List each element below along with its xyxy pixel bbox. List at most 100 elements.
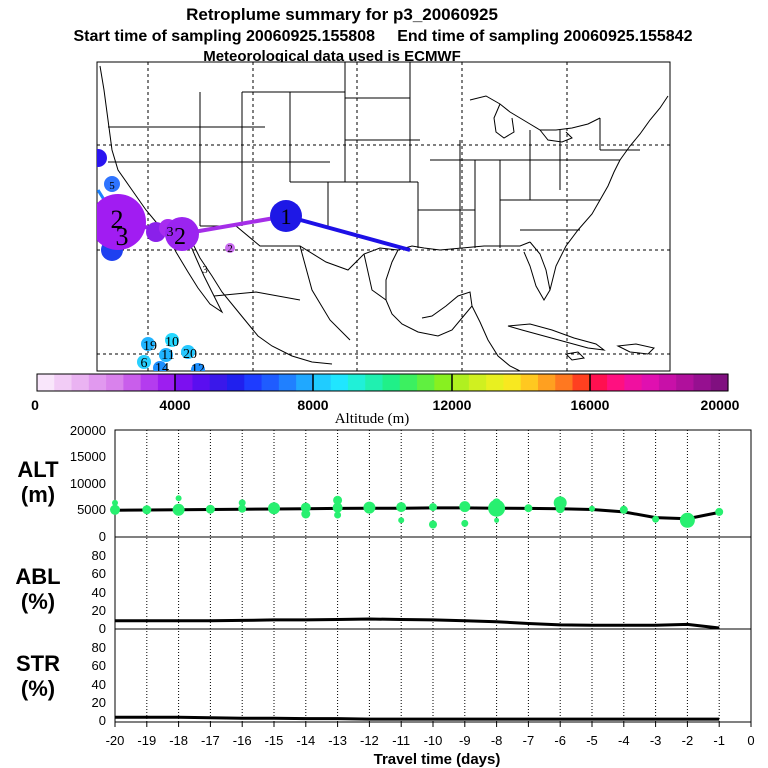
x-tick-label: -12 <box>360 733 379 748</box>
str-panel: STR (%) 80 60 40 20 0 <box>16 640 720 728</box>
colorbar-cell <box>313 374 332 391</box>
plume-label: 5 <box>109 180 115 192</box>
alt-point <box>334 511 342 519</box>
plume-marker <box>97 149 107 167</box>
plume-label: 1 <box>281 204 292 229</box>
plume-path-1 <box>285 214 411 252</box>
plume-marker <box>165 333 179 347</box>
colorbar-cell <box>71 374 90 391</box>
alt-point <box>398 517 405 524</box>
alt-point <box>333 495 343 505</box>
str-tick-label: 60 <box>92 658 106 673</box>
abl-line <box>115 617 720 630</box>
x-tick-label: -10 <box>424 733 443 748</box>
abl-tick-label: 40 <box>92 585 106 600</box>
colorbar-cell <box>192 374 211 391</box>
plume-marker <box>165 217 199 251</box>
abl-panel: ABL (%) 80 60 40 20 0 <box>15 548 720 636</box>
colorbar-cell <box>468 374 487 391</box>
plume-label: 12 <box>191 362 205 377</box>
alt-point <box>715 507 724 516</box>
colorbar-cell <box>296 374 315 391</box>
colorbar-cell <box>37 374 55 391</box>
abl-plot <box>115 617 720 630</box>
sampling-times: Start time of sampling 20060925.155808 E… <box>74 28 693 45</box>
panels-frame <box>114 429 752 723</box>
colorbar-cell <box>451 374 470 391</box>
map-state-borders <box>108 62 640 341</box>
alt-point <box>112 499 118 506</box>
alt-point <box>268 502 280 515</box>
alt-tick-label: 15000 <box>70 449 106 464</box>
plume-label: 2 <box>227 243 233 255</box>
abl-tick-label: 60 <box>92 566 106 581</box>
colorbar-cell <box>209 374 228 391</box>
x-tick-label: -15 <box>265 733 284 748</box>
colorbar-title: Altitude (m) <box>335 411 410 427</box>
colorbar-cell <box>503 374 522 391</box>
plume-label: 3 <box>202 264 208 276</box>
alt-point <box>494 517 500 523</box>
str-tick-label: 80 <box>92 640 106 655</box>
colorbar-tick-label: 16000 <box>571 397 610 413</box>
plume-label: 14 <box>155 361 169 376</box>
colorbar-cell <box>710 374 729 391</box>
abl-ylabel-units: (%) <box>21 589 55 614</box>
colorbar-tick-label: 8000 <box>297 397 328 413</box>
alt-ylabel-units: (m) <box>21 482 55 507</box>
colorbar-cell <box>555 374 574 391</box>
x-tick-label: -13 <box>328 733 347 748</box>
plume-markers <box>97 149 302 371</box>
colorbar-cell <box>365 374 384 391</box>
abl-tick-label: 0 <box>99 621 106 636</box>
x-tick-label: -19 <box>137 733 156 748</box>
str-plot <box>115 715 720 721</box>
time-xaxis: -20 -19 -18 -17 -16 -15 -14 -13 -12 -11 -10 -9 -8 -7-… <box>106 722 755 748</box>
str-yaxis: 80 60 40 20 0 <box>92 640 106 728</box>
alt-point <box>205 504 215 514</box>
colorbar-cell <box>347 374 366 391</box>
x-tick-label: -11 <box>392 733 410 748</box>
plume-marker <box>191 363 205 371</box>
alt-point <box>524 504 533 513</box>
alt-point <box>553 496 567 510</box>
plume-label: 11 <box>161 348 174 363</box>
str-tick-label: 20 <box>92 695 106 710</box>
alt-median-line <box>114 506 720 521</box>
xaxis-title: Travel time (days) <box>374 751 501 768</box>
colorbar-tick-label: 0 <box>31 397 39 413</box>
timeseries-panels: ALT (m) 20000 15000 10000 5000 0 ABL (%)… <box>15 423 754 768</box>
colorbar-cell <box>693 374 712 391</box>
map-body: 1 2 3 2 3 2 3 5 6 19 10 11 20 14 12 <box>97 62 670 377</box>
alt-point <box>396 502 407 513</box>
plume-label: 2 <box>174 224 186 250</box>
colorbar-cell <box>676 374 695 391</box>
colorbar-cell <box>244 374 263 391</box>
x-tick-label: -14 <box>296 733 315 748</box>
alt-point <box>429 520 437 529</box>
colorbar-cell <box>54 374 73 391</box>
alt-point <box>652 515 660 523</box>
alt-point <box>679 512 695 528</box>
plume-label: 3 <box>167 225 174 240</box>
abl-tick-label: 20 <box>92 603 106 618</box>
x-tick-label: -1 <box>713 733 725 748</box>
alt-point <box>172 503 185 516</box>
alt-point <box>300 502 311 513</box>
colorbar-cell <box>658 374 677 391</box>
colorbar-cell <box>157 374 176 391</box>
colorbar-cell <box>140 374 159 391</box>
colorbar-cell <box>330 374 349 391</box>
colorbar-cell <box>572 374 591 391</box>
alt-tick-label: 5000 <box>77 502 106 517</box>
colorbar-cell <box>382 374 401 391</box>
colorbar-tick-labels: 0 4000 8000 12000 16000 20000 <box>31 397 740 413</box>
x-tick-label: -5 <box>586 733 598 748</box>
alt-point <box>363 501 376 514</box>
alt-tick-label: 20000 <box>70 423 106 438</box>
plume-marker <box>270 200 302 232</box>
abl-ylabel: ABL <box>15 564 60 589</box>
colorbar-cell <box>106 374 124 391</box>
alt-point <box>175 495 182 502</box>
